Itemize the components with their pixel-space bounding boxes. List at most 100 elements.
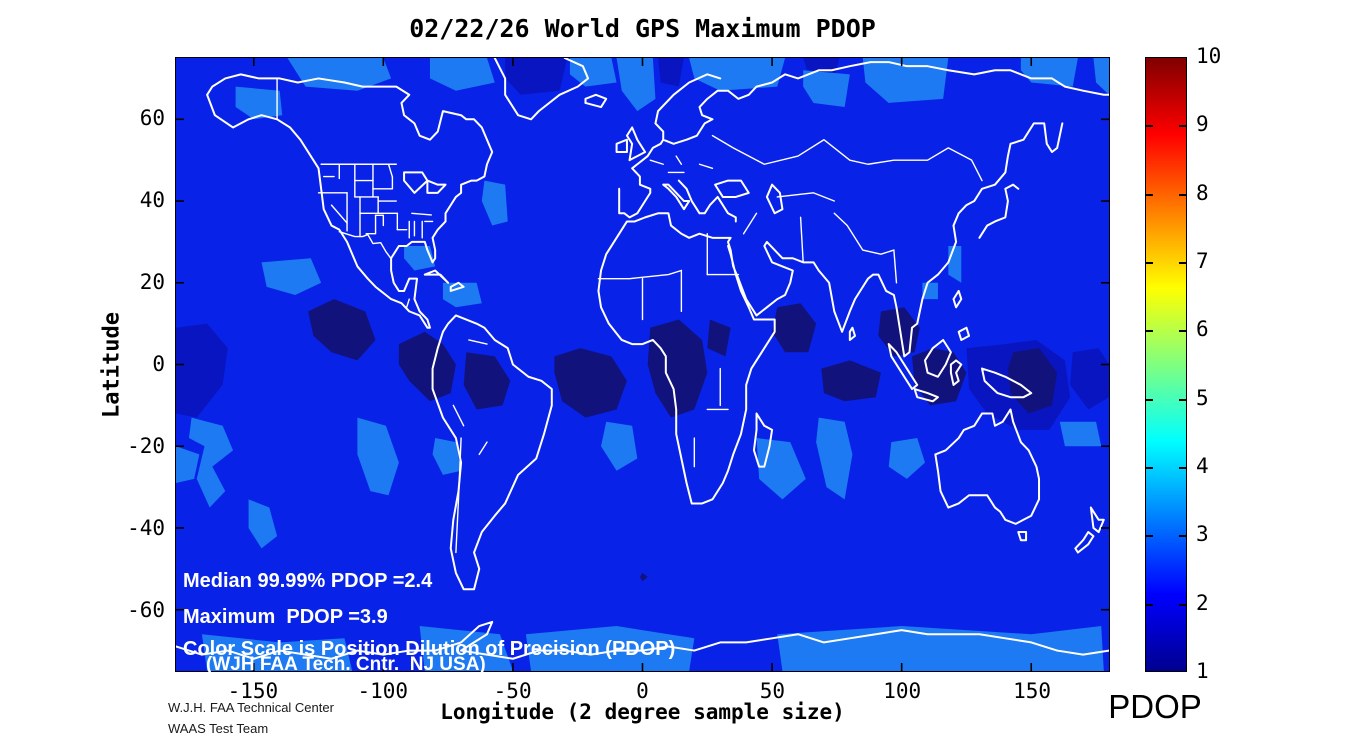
political-border-line xyxy=(894,250,897,283)
colorbar-tick-mark xyxy=(1146,330,1153,333)
coastline xyxy=(679,181,736,222)
colorbar-tick-label: 4 xyxy=(1196,454,1209,478)
pdop-region-elevated xyxy=(188,417,234,508)
y-tick-label: 0 xyxy=(152,351,165,376)
pdop-region-elevated xyxy=(248,499,278,549)
pdop-region-elevated xyxy=(862,58,949,103)
political-border-line xyxy=(744,213,757,233)
footer-team-line: WAAS Test Team xyxy=(168,721,269,736)
colorbar-tick-mark xyxy=(1179,398,1186,401)
coastline xyxy=(889,344,918,389)
pdop-region-lowest xyxy=(647,319,708,418)
political-border-line xyxy=(366,215,375,233)
y-tick-label: 60 xyxy=(139,105,165,130)
political-border-line xyxy=(834,213,894,254)
coastline xyxy=(598,123,1062,503)
coastline xyxy=(619,140,663,218)
pdop-region-elevated xyxy=(481,180,508,226)
world-pdop-map xyxy=(176,58,1109,671)
colorbar-tick-label: 7 xyxy=(1196,249,1209,273)
political-border-line xyxy=(407,299,410,307)
pdop-region-elevated xyxy=(803,70,850,108)
colorbar-tick-label: 9 xyxy=(1196,112,1209,137)
axis-ticks-overlay xyxy=(176,58,1109,671)
pdop-region-mid-low xyxy=(176,323,228,418)
pdop-region-elevated xyxy=(442,282,482,308)
coastline xyxy=(617,140,627,152)
colorbar-tick-label: 1 xyxy=(1196,659,1209,683)
colorbar-tick-mark xyxy=(1146,535,1153,538)
pdop-region-elevated xyxy=(261,258,322,296)
y-tick-label: 40 xyxy=(139,187,165,212)
coastline xyxy=(663,185,689,210)
colorbar-tick-mark xyxy=(1179,467,1186,469)
pdop-region-elevated xyxy=(432,438,462,475)
coastline xyxy=(850,328,855,340)
political-border-line xyxy=(712,136,982,181)
x-tick-label: -150 xyxy=(227,679,279,703)
political-border-line xyxy=(676,156,681,164)
political-border-line xyxy=(700,164,713,168)
coastline xyxy=(207,74,492,327)
coastline xyxy=(433,315,552,589)
pdop-region-lowest xyxy=(398,331,456,402)
pdop-region-elevated xyxy=(756,438,806,500)
coastline xyxy=(925,340,951,377)
political-border-line xyxy=(469,340,487,344)
median-pdop-annotation: Median 99.99% PDOP =2.4 xyxy=(183,570,433,592)
x-tick-label: 0 xyxy=(636,679,649,703)
pdop-colorbar xyxy=(1145,57,1187,672)
colorbar-tick-label: 10 xyxy=(1196,44,1222,68)
political-border-line xyxy=(332,205,348,223)
x-axis-label: Longitude (2 degree sample size) xyxy=(440,700,845,724)
coastline xyxy=(951,360,961,385)
coastline xyxy=(425,271,448,283)
political-border-line xyxy=(389,164,393,177)
coastline xyxy=(982,369,1031,398)
colorbar-tick-mark xyxy=(1179,330,1186,333)
colorbar-tick-mark xyxy=(1146,603,1153,606)
political-border-line xyxy=(650,160,663,164)
coastline xyxy=(979,185,1018,238)
y-tick-label: -20 xyxy=(127,433,165,458)
pdop-region-lowest xyxy=(707,319,731,357)
coastline xyxy=(1018,532,1026,540)
pdop-region-elevated xyxy=(616,58,656,112)
colorbar-tick-mark xyxy=(1146,262,1153,264)
pdop-region-elevated xyxy=(1020,58,1078,87)
pdop-region-elevated xyxy=(601,421,638,471)
coastline xyxy=(427,181,445,193)
coastline xyxy=(176,622,1109,659)
coastline xyxy=(585,95,606,107)
x-tick-label: 50 xyxy=(759,679,785,703)
coastline xyxy=(495,58,588,119)
pdop-region-elevated xyxy=(429,58,495,91)
colorbar-tick-mark xyxy=(1179,603,1186,606)
credit-annotation: (WJH FAA Tech. Cntr. NJ USA) xyxy=(206,654,486,675)
colorbar-tick-mark xyxy=(1179,262,1186,264)
colorbar-tick-mark xyxy=(1179,535,1186,538)
pdop-region-mid-low xyxy=(1070,348,1109,410)
colorbar-tick-label: 6 xyxy=(1196,317,1209,342)
coastline xyxy=(915,389,938,401)
colorbar-tick-mark xyxy=(1146,398,1153,401)
pdop-region-elevated xyxy=(888,438,925,479)
pdop-region-mid-low xyxy=(658,58,684,87)
colorbar-tick-label: 3 xyxy=(1196,522,1209,547)
pdop-region-elevated xyxy=(1093,58,1109,95)
colorbar-tick-mark xyxy=(1146,467,1153,469)
pdop-region-lowest xyxy=(772,303,817,353)
x-tick-label: -100 xyxy=(357,679,409,703)
color-scale-annotation: Color Scale is Position Dilution of Prec… xyxy=(183,638,676,660)
colorbar-tick-label: 5 xyxy=(1196,385,1209,410)
coastline xyxy=(655,62,1109,144)
colorbar-tick-label: 8 xyxy=(1196,180,1209,205)
pdop-region-elevated xyxy=(176,446,200,484)
coastline xyxy=(1075,532,1093,552)
political-border-line xyxy=(412,213,431,215)
colorbar-tick-mark xyxy=(1179,125,1186,128)
coastline xyxy=(715,181,749,197)
maximum-pdop-annotation: Maximum PDOP =3.9 xyxy=(183,606,388,628)
coastline xyxy=(451,283,464,291)
coastline xyxy=(959,328,969,340)
